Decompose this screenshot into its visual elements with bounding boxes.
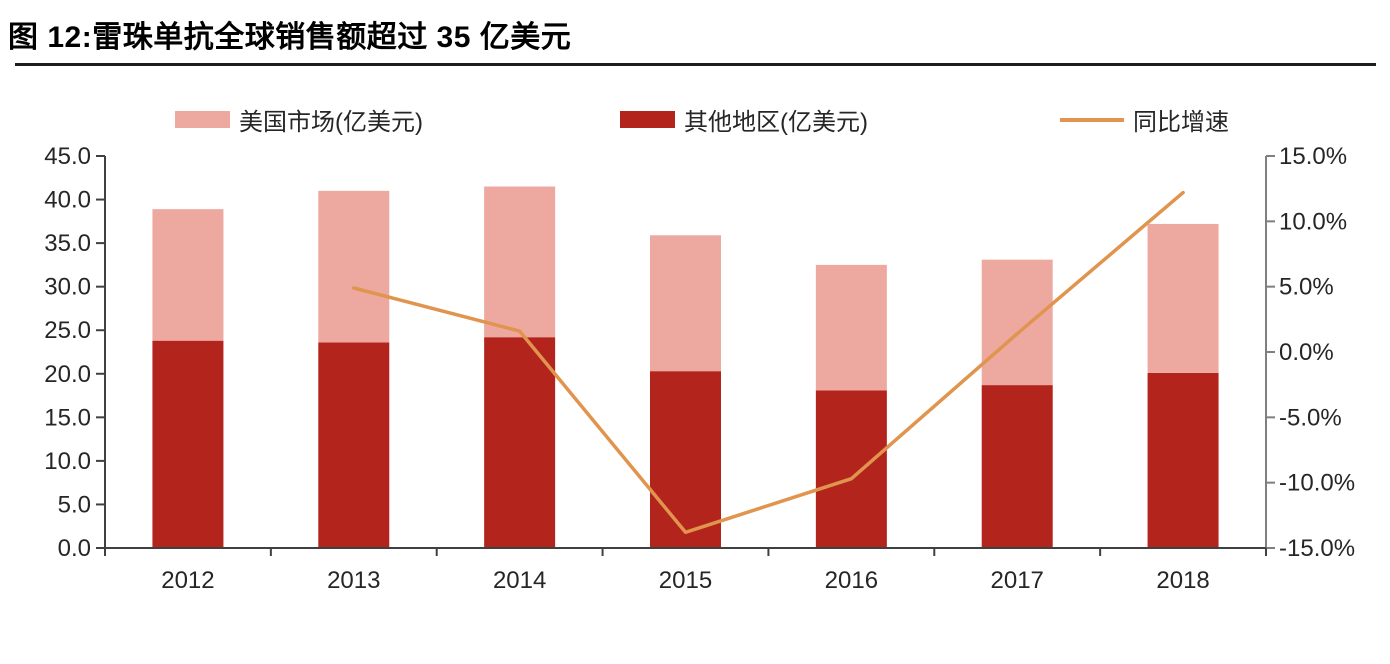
x-axis-label: 2015 <box>659 567 712 594</box>
bar-us-market-2015 <box>650 235 721 372</box>
right-axis-label: 10.0% <box>1279 208 1347 235</box>
left-axis-label: 35.0 <box>44 230 91 257</box>
title-divider <box>15 63 1376 66</box>
legend-label-us-market: 美国市场(亿美元) <box>239 109 423 136</box>
right-axis-label: 5.0% <box>1279 274 1334 301</box>
left-axis-label: 15.0 <box>44 404 91 431</box>
bar-other-regions-2014 <box>484 337 556 548</box>
left-axis-label: 5.0 <box>58 491 91 518</box>
bar-us-market-2017 <box>981 259 1053 386</box>
bar-other-regions-2016 <box>815 390 887 548</box>
x-axis-label: 2018 <box>1156 567 1209 594</box>
bar-us-market-2018 <box>1147 223 1219 373</box>
right-axis-label: 15.0% <box>1279 143 1347 170</box>
bar-us-market-2014 <box>484 186 556 338</box>
right-axis-label: -5.0% <box>1279 404 1342 431</box>
bar-other-regions-2013 <box>318 342 390 548</box>
right-axis-label: 0.0% <box>1279 339 1334 366</box>
legend-label-other-regions: 其他地区(亿美元) <box>684 109 868 136</box>
x-axis-label: 2017 <box>991 567 1044 594</box>
us-market-swatch-icon <box>175 111 230 128</box>
legend-item-other-regions: 其他地区(亿美元) <box>620 102 868 137</box>
left-axis-label: 25.0 <box>44 317 91 344</box>
x-axis-label: 2013 <box>327 567 380 594</box>
right-axis-label: -15.0% <box>1279 535 1355 562</box>
bar-other-regions-2017 <box>981 385 1053 548</box>
left-axis-label: 10.0 <box>44 448 91 475</box>
yoy-growth-line-swatch-icon <box>1060 117 1124 122</box>
yoy-growth-line <box>352 190 1185 535</box>
right-axis-label: -10.0% <box>1279 470 1355 497</box>
other-regions-swatch-icon <box>620 111 675 128</box>
left-axis-label: 30.0 <box>44 274 91 301</box>
bar-other-regions-2018 <box>1147 372 1219 548</box>
x-axis-label: 2016 <box>825 567 878 594</box>
bar-us-market-2012 <box>152 209 224 341</box>
legend-item-yoy-growth: 同比增速 <box>1060 102 1229 137</box>
bar-us-market-2016 <box>815 264 887 391</box>
x-axis-label: 2012 <box>161 567 214 594</box>
left-axis-label: 0.0 <box>58 535 91 562</box>
legend-item-us-market: 美国市场(亿美元) <box>175 102 423 137</box>
figure-title: 图 12:雷珠单抗全球销售额超过 35 亿美元 <box>8 21 572 54</box>
bar-us-market-2013 <box>318 190 390 343</box>
left-axis-label: 45.0 <box>44 143 91 170</box>
bar-other-regions-2015 <box>650 371 721 548</box>
left-axis-label: 40.0 <box>44 187 91 214</box>
legend-label-yoy-growth: 同比增速 <box>1133 109 1229 136</box>
left-axis-label: 20.0 <box>44 361 91 388</box>
bar-other-regions-2012 <box>152 340 224 548</box>
x-axis-label: 2014 <box>493 567 546 594</box>
